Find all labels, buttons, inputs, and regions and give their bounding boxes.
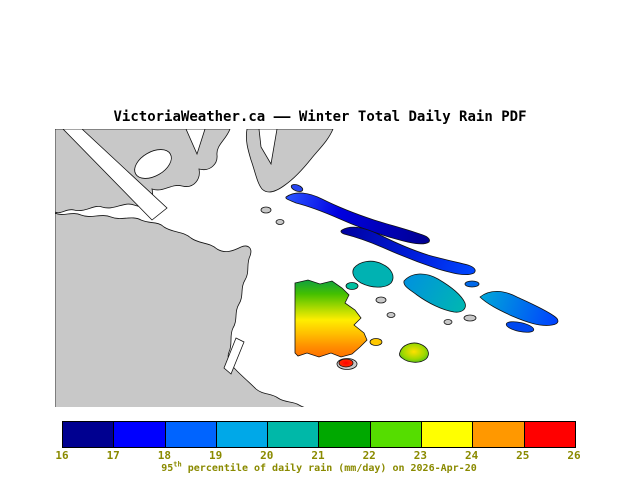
colorbar-segment xyxy=(216,422,269,447)
island-chain-a xyxy=(285,192,430,245)
colorbar-segment xyxy=(319,422,371,447)
colorbar-tick-label: 25 xyxy=(516,449,530,462)
water-inlet-oval xyxy=(134,149,172,179)
island-yellow-islet xyxy=(369,338,383,346)
water-notch-top xyxy=(185,129,206,156)
gray-islet xyxy=(275,219,285,225)
colorbar-tick-label: 17 xyxy=(106,449,120,462)
map-region xyxy=(55,129,559,407)
colorbar-segment xyxy=(63,422,115,447)
island-teal-islet xyxy=(345,282,359,290)
colorbar-segment xyxy=(422,422,474,447)
gray-islet xyxy=(386,312,396,318)
island-chain-islet xyxy=(290,184,304,192)
colorbar-segment xyxy=(165,422,217,447)
peninsula-data-region xyxy=(294,279,368,358)
caption-value: 95 xyxy=(161,463,174,474)
page-title: VictoriaWeather.ca —— Winter Total Daily… xyxy=(113,109,527,125)
water-finlayson-arm xyxy=(223,337,245,375)
gray-islet xyxy=(260,206,272,214)
colorbar xyxy=(62,421,576,448)
island-blue-islet-south xyxy=(505,321,535,333)
gray-islet xyxy=(443,319,453,325)
colorbar-segment xyxy=(370,422,423,447)
island-teal xyxy=(352,260,394,288)
colorbar-caption: 95th percentile of daily rain (mm/day) o… xyxy=(62,460,576,474)
colorbar-tick-label: 16 xyxy=(55,449,69,462)
colorbar-tick-label: 26 xyxy=(567,449,581,462)
land-main-west xyxy=(55,212,305,407)
colorbar-segment xyxy=(114,422,166,447)
colorbar-tick-label: 24 xyxy=(464,449,479,462)
colorbar-tick-label: 18 xyxy=(157,449,172,462)
colorbar-segment xyxy=(473,422,525,447)
caption-rest: percentile of daily rain (mm/day) on 202… xyxy=(181,463,477,474)
colorbar-segment xyxy=(524,422,575,447)
water-inlets xyxy=(62,129,278,375)
island-cyan-mid xyxy=(403,273,466,313)
island-blue-islet xyxy=(464,280,480,288)
water-notch-center xyxy=(258,129,278,166)
colorbar-tick-label: 23 xyxy=(413,449,428,462)
island-chain-b xyxy=(340,226,476,276)
caption-sup: th xyxy=(173,460,182,469)
gray-islet xyxy=(375,296,387,304)
colorbar-tick-label: 20 xyxy=(260,449,274,462)
water-channel-nw xyxy=(62,129,168,221)
colorbar-segment xyxy=(268,422,320,447)
land-north-center xyxy=(245,129,334,193)
island-green-small xyxy=(399,342,429,363)
gray-islet xyxy=(463,314,477,322)
island-blue-east xyxy=(479,290,559,326)
data-islands xyxy=(285,184,559,368)
hotspot-red xyxy=(338,358,354,368)
colorbar-ticks: 16 17 18 19 20 21 22 23 24 25 26 xyxy=(55,449,580,462)
colorbar-tick-label: 19 xyxy=(208,449,223,462)
colorbar-tick-label: 21 xyxy=(311,449,325,462)
colorbar-tick-label: 22 xyxy=(362,449,376,462)
